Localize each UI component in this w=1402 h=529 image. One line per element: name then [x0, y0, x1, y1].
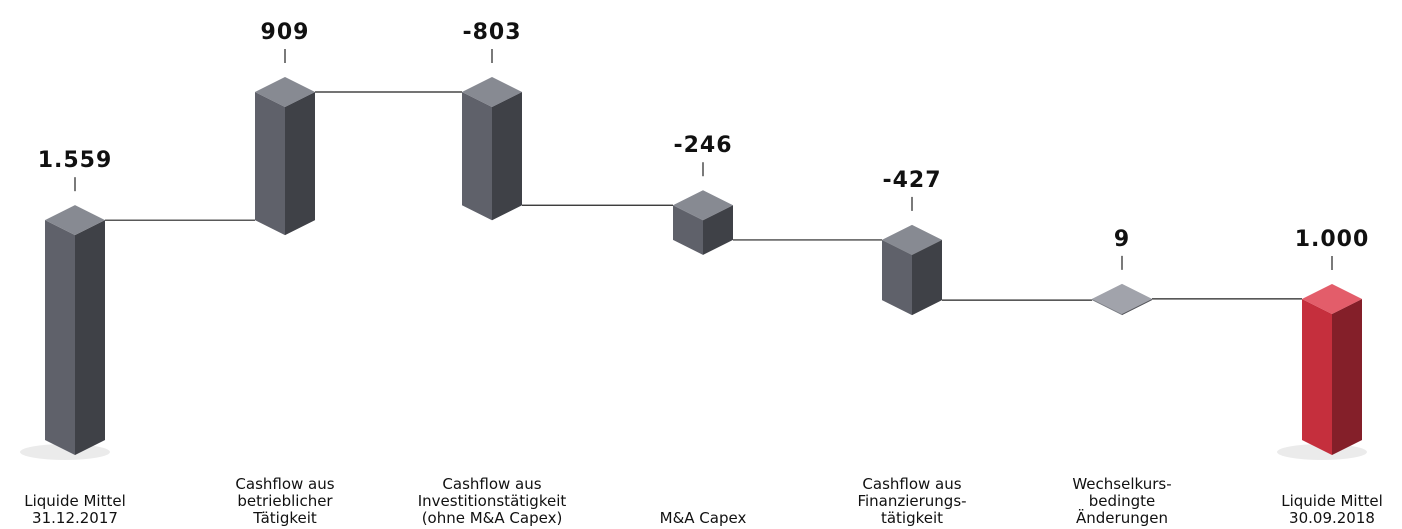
x-tick-label: Wechselkurs- — [1072, 475, 1171, 493]
bar-top-face — [1092, 283, 1152, 314]
bar-right-face — [1332, 298, 1362, 455]
bar-right-face — [285, 92, 315, 236]
value-label: -427 — [882, 168, 941, 193]
bar-top-light — [45, 205, 105, 236]
bar-left-face — [673, 205, 703, 255]
bar — [462, 77, 522, 221]
x-tick-label: Cashflow aus — [862, 475, 961, 493]
x-tick-label: Cashflow aus — [442, 475, 541, 493]
bar-left-face-shade — [255, 92, 285, 236]
bar-top-light — [1302, 283, 1362, 314]
bar-left-face — [255, 92, 285, 236]
bar-right-face — [75, 220, 105, 455]
x-tick-label: 30.09.2018 — [1289, 509, 1375, 527]
x-tick-label: Tätigkeit — [252, 509, 317, 527]
x-tick-label: Cashflow aus — [235, 475, 334, 493]
bar-left-face-shade — [1092, 298, 1122, 316]
bar-top-light — [673, 190, 733, 221]
bar-top-face — [462, 77, 522, 107]
x-tick-label: Liquide Mittel — [1281, 492, 1383, 510]
bar-left-face — [462, 92, 492, 221]
bar-top-face — [882, 224, 942, 255]
bar-right-face-shade — [703, 205, 733, 255]
bar-left-face-shade — [1302, 298, 1332, 455]
x-tick-label: bedingte — [1089, 492, 1156, 510]
bar-left-face — [1302, 298, 1332, 455]
bar — [255, 77, 315, 236]
value-label: -803 — [462, 20, 521, 45]
x-tick-label: 31.12.2017 — [32, 509, 118, 527]
bar-top-face — [1302, 283, 1362, 314]
value-label: -246 — [673, 133, 732, 158]
bar — [1092, 283, 1152, 316]
bar-top-face — [255, 77, 315, 107]
value-label: 1.000 — [1295, 227, 1370, 252]
value-label: 9 — [1114, 227, 1130, 252]
value-label: 909 — [261, 20, 310, 45]
bar-top-light — [882, 224, 942, 255]
bar-right-face-shade — [492, 92, 522, 221]
bar — [45, 205, 105, 455]
bar — [673, 190, 733, 255]
bar-right-face — [1122, 298, 1152, 316]
bar-left-face — [1092, 298, 1122, 316]
bar-left-face-shade — [462, 92, 492, 221]
x-tick-label: Liquide Mittel — [24, 492, 126, 510]
bar-right-face — [703, 205, 733, 255]
bar-right-face — [492, 92, 522, 221]
bar-left-face — [45, 220, 75, 455]
bar-left-face — [882, 239, 912, 316]
bar-top-light — [255, 77, 315, 107]
bar-top-light — [462, 77, 522, 107]
x-tick-label: Änderungen — [1076, 508, 1168, 527]
bar-left-face-shade — [882, 239, 912, 316]
x-tick-label: M&A Capex — [660, 509, 747, 527]
bar-right-face-shade — [912, 239, 942, 316]
bar-left-face-shade — [45, 220, 75, 455]
x-tick-label: (ohne M&A Capex) — [422, 509, 563, 527]
bar-right-face-shade — [1332, 298, 1362, 455]
x-tick-label: tätigkeit — [881, 509, 943, 527]
bar-right-face-shade — [1122, 298, 1152, 316]
bar-top-light — [1092, 283, 1152, 314]
bar-left-face-shade — [673, 205, 703, 255]
bar — [882, 224, 942, 316]
x-tick-label: betrieblicher — [237, 492, 333, 510]
bar-right-face-shade — [75, 220, 105, 455]
bar — [1302, 283, 1362, 455]
x-tick-label: Investitionstätigkeit — [418, 492, 567, 510]
bar-right-face — [912, 239, 942, 316]
value-label: 1.559 — [38, 148, 113, 173]
x-tick-label: Finanzierungs- — [857, 492, 966, 510]
bar-right-face-shade — [285, 92, 315, 236]
bar-top-face — [45, 205, 105, 236]
bar-top-face — [673, 190, 733, 221]
